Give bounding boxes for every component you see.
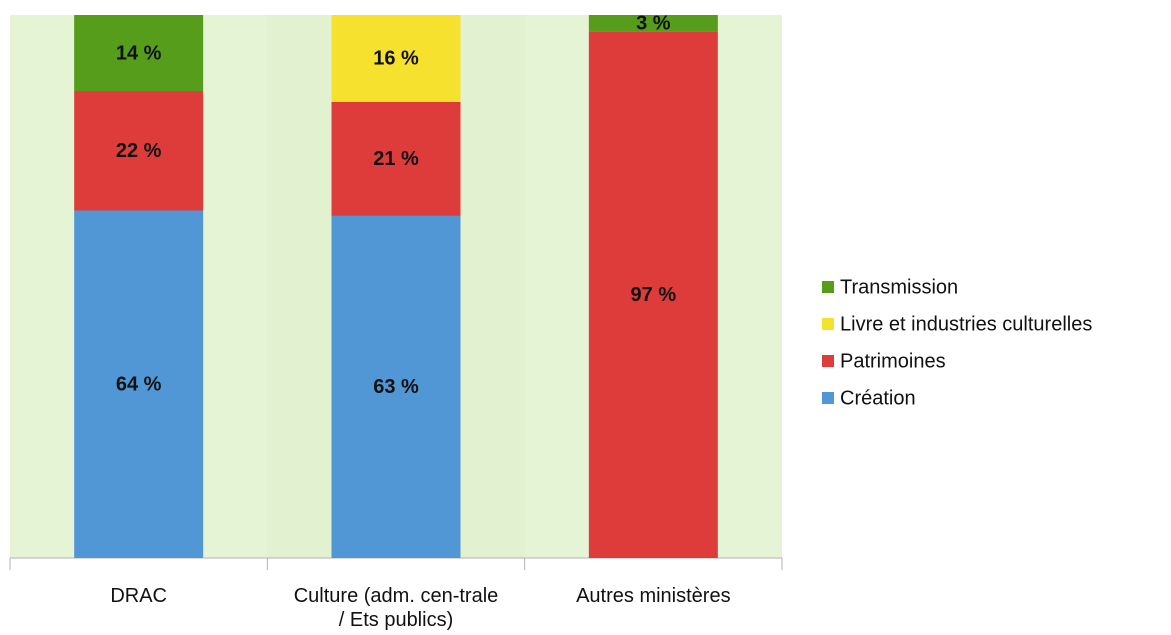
x-tick-label: DRAC <box>110 585 167 607</box>
data-label: 3 % <box>636 12 671 34</box>
legend-label: Patrimoines <box>840 350 946 372</box>
x-tick-label: Autres ministères <box>576 585 731 607</box>
bar-segment <box>74 210 204 559</box>
bar-segment <box>74 15 204 92</box>
data-label: 22 % <box>116 140 162 162</box>
legend-label: Livre et industries culturelles <box>840 313 1092 335</box>
bar-segment <box>74 91 204 211</box>
bar-segment <box>331 101 461 216</box>
data-label: 63 % <box>373 376 419 398</box>
bar-segment <box>588 15 718 32</box>
data-label: 16 % <box>373 48 419 70</box>
bar-segment <box>331 15 461 102</box>
data-label: 21 % <box>373 148 419 170</box>
legend-swatch <box>822 281 834 293</box>
bar-segment <box>331 215 461 558</box>
bar-segment <box>588 31 718 559</box>
legend-swatch <box>822 318 834 330</box>
x-tick-label: Culture (adm. cen-trale / Ets publics) <box>293 585 499 631</box>
legend-label: Transmission <box>840 276 958 298</box>
data-label: 97 % <box>631 284 677 306</box>
legend-swatch <box>822 392 834 404</box>
legend-swatch <box>822 355 834 367</box>
legend-label: Création <box>840 387 916 409</box>
data-label: 14 % <box>116 42 162 64</box>
data-label: 64 % <box>116 374 162 396</box>
